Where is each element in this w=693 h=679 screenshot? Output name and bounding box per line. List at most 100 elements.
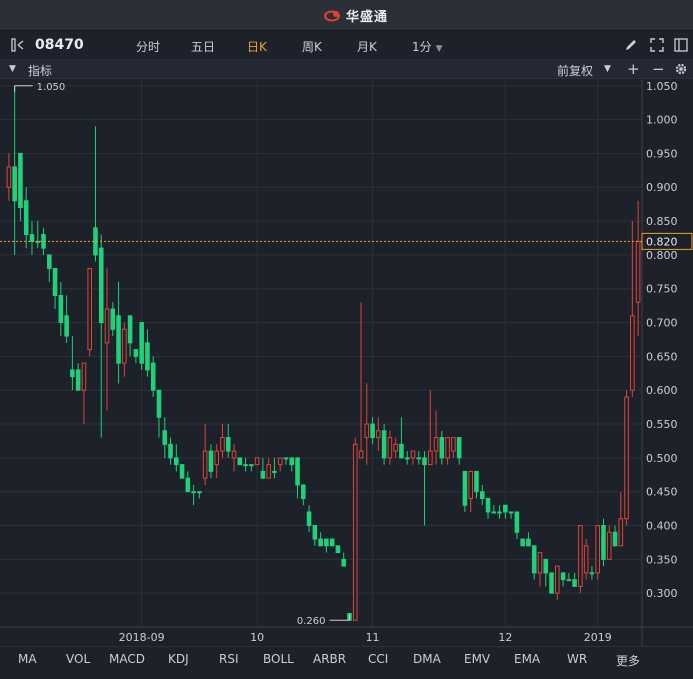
candle [376,417,381,452]
candle [485,497,491,519]
split-screen-icon[interactable] [674,38,688,52]
y-tick-label: 0.800 [646,249,678,262]
candle-body [439,437,445,459]
candle [560,572,566,587]
candle-body [612,531,618,547]
candle-body [29,234,35,242]
candle-body [555,565,560,594]
tab-wr[interactable]: WR [567,652,588,666]
candle [572,572,577,587]
candle-body [6,166,12,188]
candle [295,457,300,499]
brand-name: 华盛通 [346,10,389,25]
tab-rsi[interactable]: RSI [219,652,239,666]
candlestick-chart[interactable]: 1.050 1.000 0.950 0.900 0.850 0.800 0.750 0.700… [0,79,693,646]
collapse-icon[interactable]: ▼ [9,64,16,74]
tab-macd[interactable]: MACD [109,652,145,666]
pencil-icon[interactable] [624,38,638,52]
tab-weekly-k[interactable]: 周K [302,40,322,54]
candle-body [208,450,214,472]
candle-body [341,558,346,567]
tab-cci[interactable]: CCI [368,652,389,666]
tab-ma[interactable]: MA [18,652,37,666]
zoom-out-button[interactable]: − [652,60,665,78]
candle [595,525,600,580]
candle-body [277,457,283,466]
brand-logo-icon [324,10,340,21]
candle-body [485,497,491,513]
tab-emv[interactable]: EMV [464,652,491,666]
tab-ema[interactable]: EMA [514,652,541,666]
candle [606,525,612,560]
tab-five-day[interactable]: 五日 [191,40,216,54]
tab-vol[interactable]: VOL [66,652,91,666]
candle [18,152,23,222]
tab-intraday[interactable]: 分时 [136,40,161,54]
candle-body [18,152,23,209]
gear-icon[interactable] [674,62,688,76]
interval-dropdown[interactable]: 1分 ▼ [412,38,443,55]
candle-body [618,518,624,547]
candle [416,451,422,465]
tab-dma[interactable]: DMA [413,652,441,666]
candle [624,390,629,526]
tab-boll[interactable]: BOLL [263,652,294,666]
candle-body [301,484,306,499]
candle-body [508,511,514,514]
candle [393,437,398,458]
candle-body [202,450,208,479]
candle [23,187,29,249]
price-axis: 1.050 1.000 0.950 0.900 0.850 0.800 0.750 0.700… [646,80,678,600]
candle-body [185,477,191,493]
candle [191,484,196,506]
candle-body [168,443,173,459]
candle-body [352,443,358,621]
candle [549,572,554,594]
date-axis: 2018-09 10 11 12 2019 [119,631,612,644]
tab-arbr[interactable]: ARBR [313,652,347,666]
candle-body [214,450,219,466]
price-adjust-select[interactable]: 前复权 [557,64,594,78]
candle [514,511,520,540]
tab-kdj[interactable]: KDJ [168,652,189,666]
candle [479,484,485,506]
candle-body [272,470,277,473]
sidebar-toggle-icon[interactable] [11,38,25,52]
candle-body [456,437,462,459]
candle [156,389,162,438]
candle [52,267,58,310]
indicator-label[interactable]: 指标 [28,64,53,78]
candle-body [47,254,52,269]
candle-body [283,457,289,460]
candle [601,518,606,567]
candle-body [601,525,606,560]
candle-body [520,538,525,547]
candle-body [566,579,572,582]
candle-body [595,525,600,574]
fullscreen-icon[interactable] [650,38,664,52]
candle [381,424,387,465]
candle-body [497,511,502,514]
chevron-down-icon[interactable]: ▼ [604,64,611,74]
zoom-in-button[interactable]: + [627,60,640,78]
chevron-down-icon: ▼ [435,44,443,54]
candle-body [433,437,439,452]
candle-body [531,545,537,574]
candle [70,336,75,391]
candle-body [635,240,641,303]
y-tick-label: 0.500 [646,452,678,465]
candle-body [451,437,456,452]
tab-more[interactable]: 更多 [616,654,641,668]
candle [98,234,104,438]
candle-body [104,308,110,344]
tab-daily-k[interactable]: 日K [247,40,267,54]
candle [451,437,456,458]
title-bar: 华盛通 [0,0,693,31]
y-tick-label: 0.650 [646,350,678,363]
candle [139,322,144,370]
candle-body [266,464,271,479]
candle [168,437,173,465]
candle-body [249,464,254,467]
candle [231,444,237,472]
tab-monthly-k[interactable]: 月K [357,40,377,54]
